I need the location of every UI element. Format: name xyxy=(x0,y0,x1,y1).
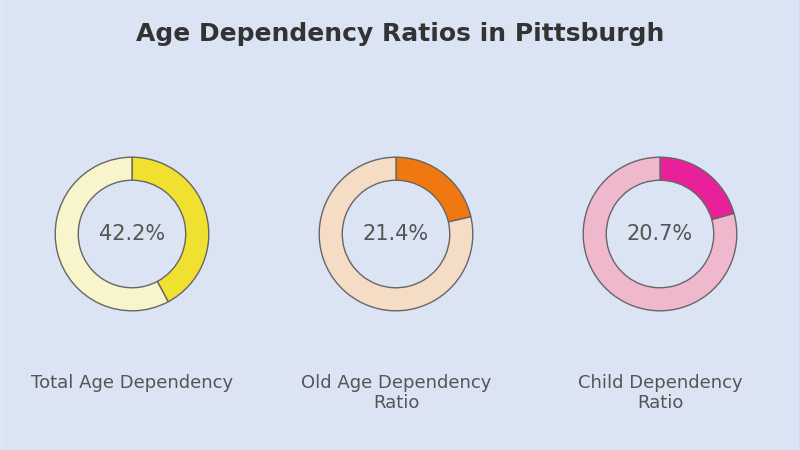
Wedge shape xyxy=(55,157,168,311)
Wedge shape xyxy=(583,157,737,311)
Text: Child Dependency
Ratio: Child Dependency Ratio xyxy=(578,374,742,412)
Wedge shape xyxy=(132,157,209,302)
Text: Total Age Dependency: Total Age Dependency xyxy=(31,374,233,392)
Wedge shape xyxy=(319,157,473,311)
Wedge shape xyxy=(396,157,471,222)
Text: Old Age Dependency
Ratio: Old Age Dependency Ratio xyxy=(301,374,491,412)
Text: Age Dependency Ratios in Pittsburgh: Age Dependency Ratios in Pittsburgh xyxy=(136,22,664,46)
Text: 20.7%: 20.7% xyxy=(627,224,693,244)
Wedge shape xyxy=(660,157,734,220)
Text: 21.4%: 21.4% xyxy=(363,224,429,244)
Text: 42.2%: 42.2% xyxy=(99,224,165,244)
